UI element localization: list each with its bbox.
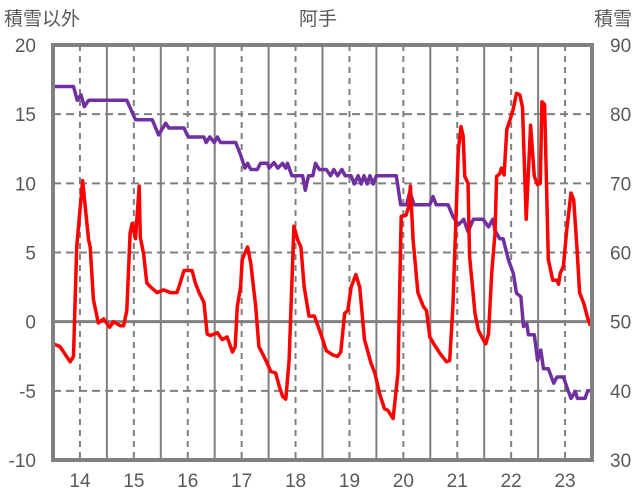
left-y-tick-label: 15 (15, 105, 36, 126)
x-tick-label: 21 (447, 471, 468, 492)
x-tick-label: 14 (69, 471, 91, 492)
x-tick-label: 18 (285, 471, 306, 492)
series-lines (52, 84, 593, 421)
right-y-tick-label: 80 (610, 105, 631, 126)
tick-labels: 14 15 16 17 18 19 20 21 22 2320151050-5-109080706… (9, 36, 632, 492)
x-tick-label: 16 (177, 471, 198, 492)
plot-frame (51, 43, 594, 462)
left-y-tick-label: 10 (15, 174, 36, 195)
grid-lines (53, 45, 592, 460)
right-y-tick-label: 40 (610, 382, 631, 403)
right-axis-label: 積雪 (594, 8, 632, 30)
right-y-tick-label: 30 (610, 451, 631, 472)
x-tick-label: 15 (123, 471, 144, 492)
x-tick-label: 17 (231, 471, 252, 492)
chart-title: 阿手 (299, 8, 337, 30)
left-y-tick-label: 20 (15, 36, 36, 57)
x-tick-label: 19 (339, 471, 360, 492)
left-y-tick-label: 0 (25, 313, 36, 334)
right-y-tick-label: 50 (610, 313, 631, 334)
right-y-tick-label: 90 (610, 36, 631, 57)
left-y-tick-label: -5 (19, 382, 36, 403)
right-y-tick-label: 70 (610, 174, 631, 195)
x-tick-label: 22 (501, 471, 522, 492)
left-y-tick-label: 5 (25, 244, 36, 265)
left-y-tick-label: -10 (9, 451, 36, 472)
series-line-non-snow (52, 91, 593, 421)
x-tick-label: 23 (554, 471, 575, 492)
series-line-snow-depth (53, 84, 591, 401)
left-axis-label: 積雪以外 (4, 8, 80, 30)
x-tick-label: 20 (393, 471, 414, 492)
right-y-tick-label: 60 (610, 244, 631, 265)
